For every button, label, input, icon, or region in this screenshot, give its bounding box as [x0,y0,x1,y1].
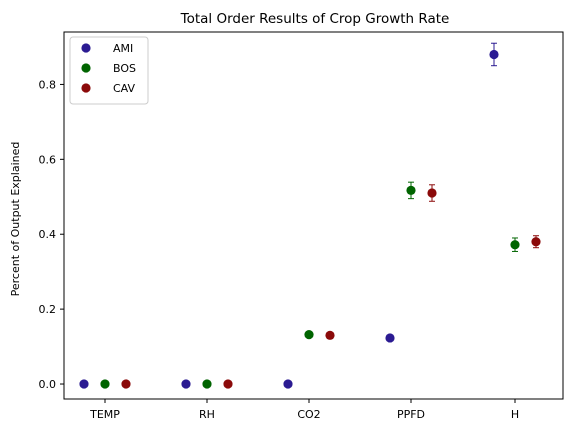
data-point-ami [489,49,499,60]
x-tick-label: CO2 [297,408,320,421]
data-point-bos [202,379,212,389]
data-point-cav [121,379,131,389]
y-tick-label: 0.6 [39,153,57,166]
chart-title: Total Order Results of Crop Growth Rate [180,11,450,27]
y-axis-label: Percent of Output Explained [9,142,22,297]
data-point-bos [100,379,110,389]
y-tick-label: 0.0 [39,378,57,391]
data-point-cav [325,330,335,340]
x-tick-label: H [511,408,519,421]
data-point-ami [283,379,293,389]
x-ticks: TEMP RH CO2 PPFD H [89,399,519,421]
y-ticks: 0.0 0.2 0.4 0.6 0.8 [39,78,64,391]
legend-label-cav: CAV [113,82,136,95]
data-point-cav [427,188,437,198]
legend-marker-ami [81,43,91,53]
data-point-cav [223,379,233,389]
x-tick-label: TEMP [89,408,120,421]
legend-marker-bos [81,63,91,73]
legend-label-ami: AMI [113,42,133,55]
data-point-ami [385,333,395,343]
data-point-bos [510,240,520,250]
data-point-bos [304,329,314,340]
data-point-ami [181,379,191,389]
legend-label-bos: BOS [113,62,136,75]
y-tick-label: 0.8 [39,78,57,91]
y-tick-label: 0.4 [39,228,57,241]
legend-marker-cav [81,83,91,93]
plot-area [63,31,564,400]
data-point-ami [79,379,89,389]
data-point-cav [531,237,541,247]
y-tick-label: 0.2 [39,303,57,316]
legend: AMI BOS CAV [69,36,149,105]
x-tick-label: PPFD [397,408,425,421]
data-point-bos [406,185,416,196]
data-marks [79,42,541,389]
x-tick-label: RH [199,408,215,421]
